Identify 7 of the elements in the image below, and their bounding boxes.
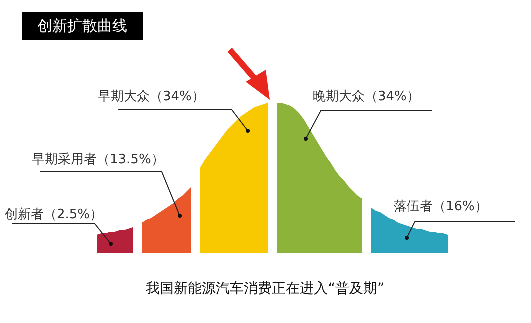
series-label: 创新者（2.5%） bbox=[5, 207, 104, 222]
text: 早期大众（34%） bbox=[98, 89, 205, 104]
chart-title: 创新扩散曲线 bbox=[22, 12, 143, 40]
series-label: 晚期大众（34%） bbox=[313, 89, 420, 104]
text: 早期采用者（13.5%） bbox=[32, 152, 164, 168]
text: 我国新能源汽车消费正在进入“普及期” bbox=[145, 280, 386, 298]
series-label: 落伍者（16%） bbox=[394, 199, 488, 214]
